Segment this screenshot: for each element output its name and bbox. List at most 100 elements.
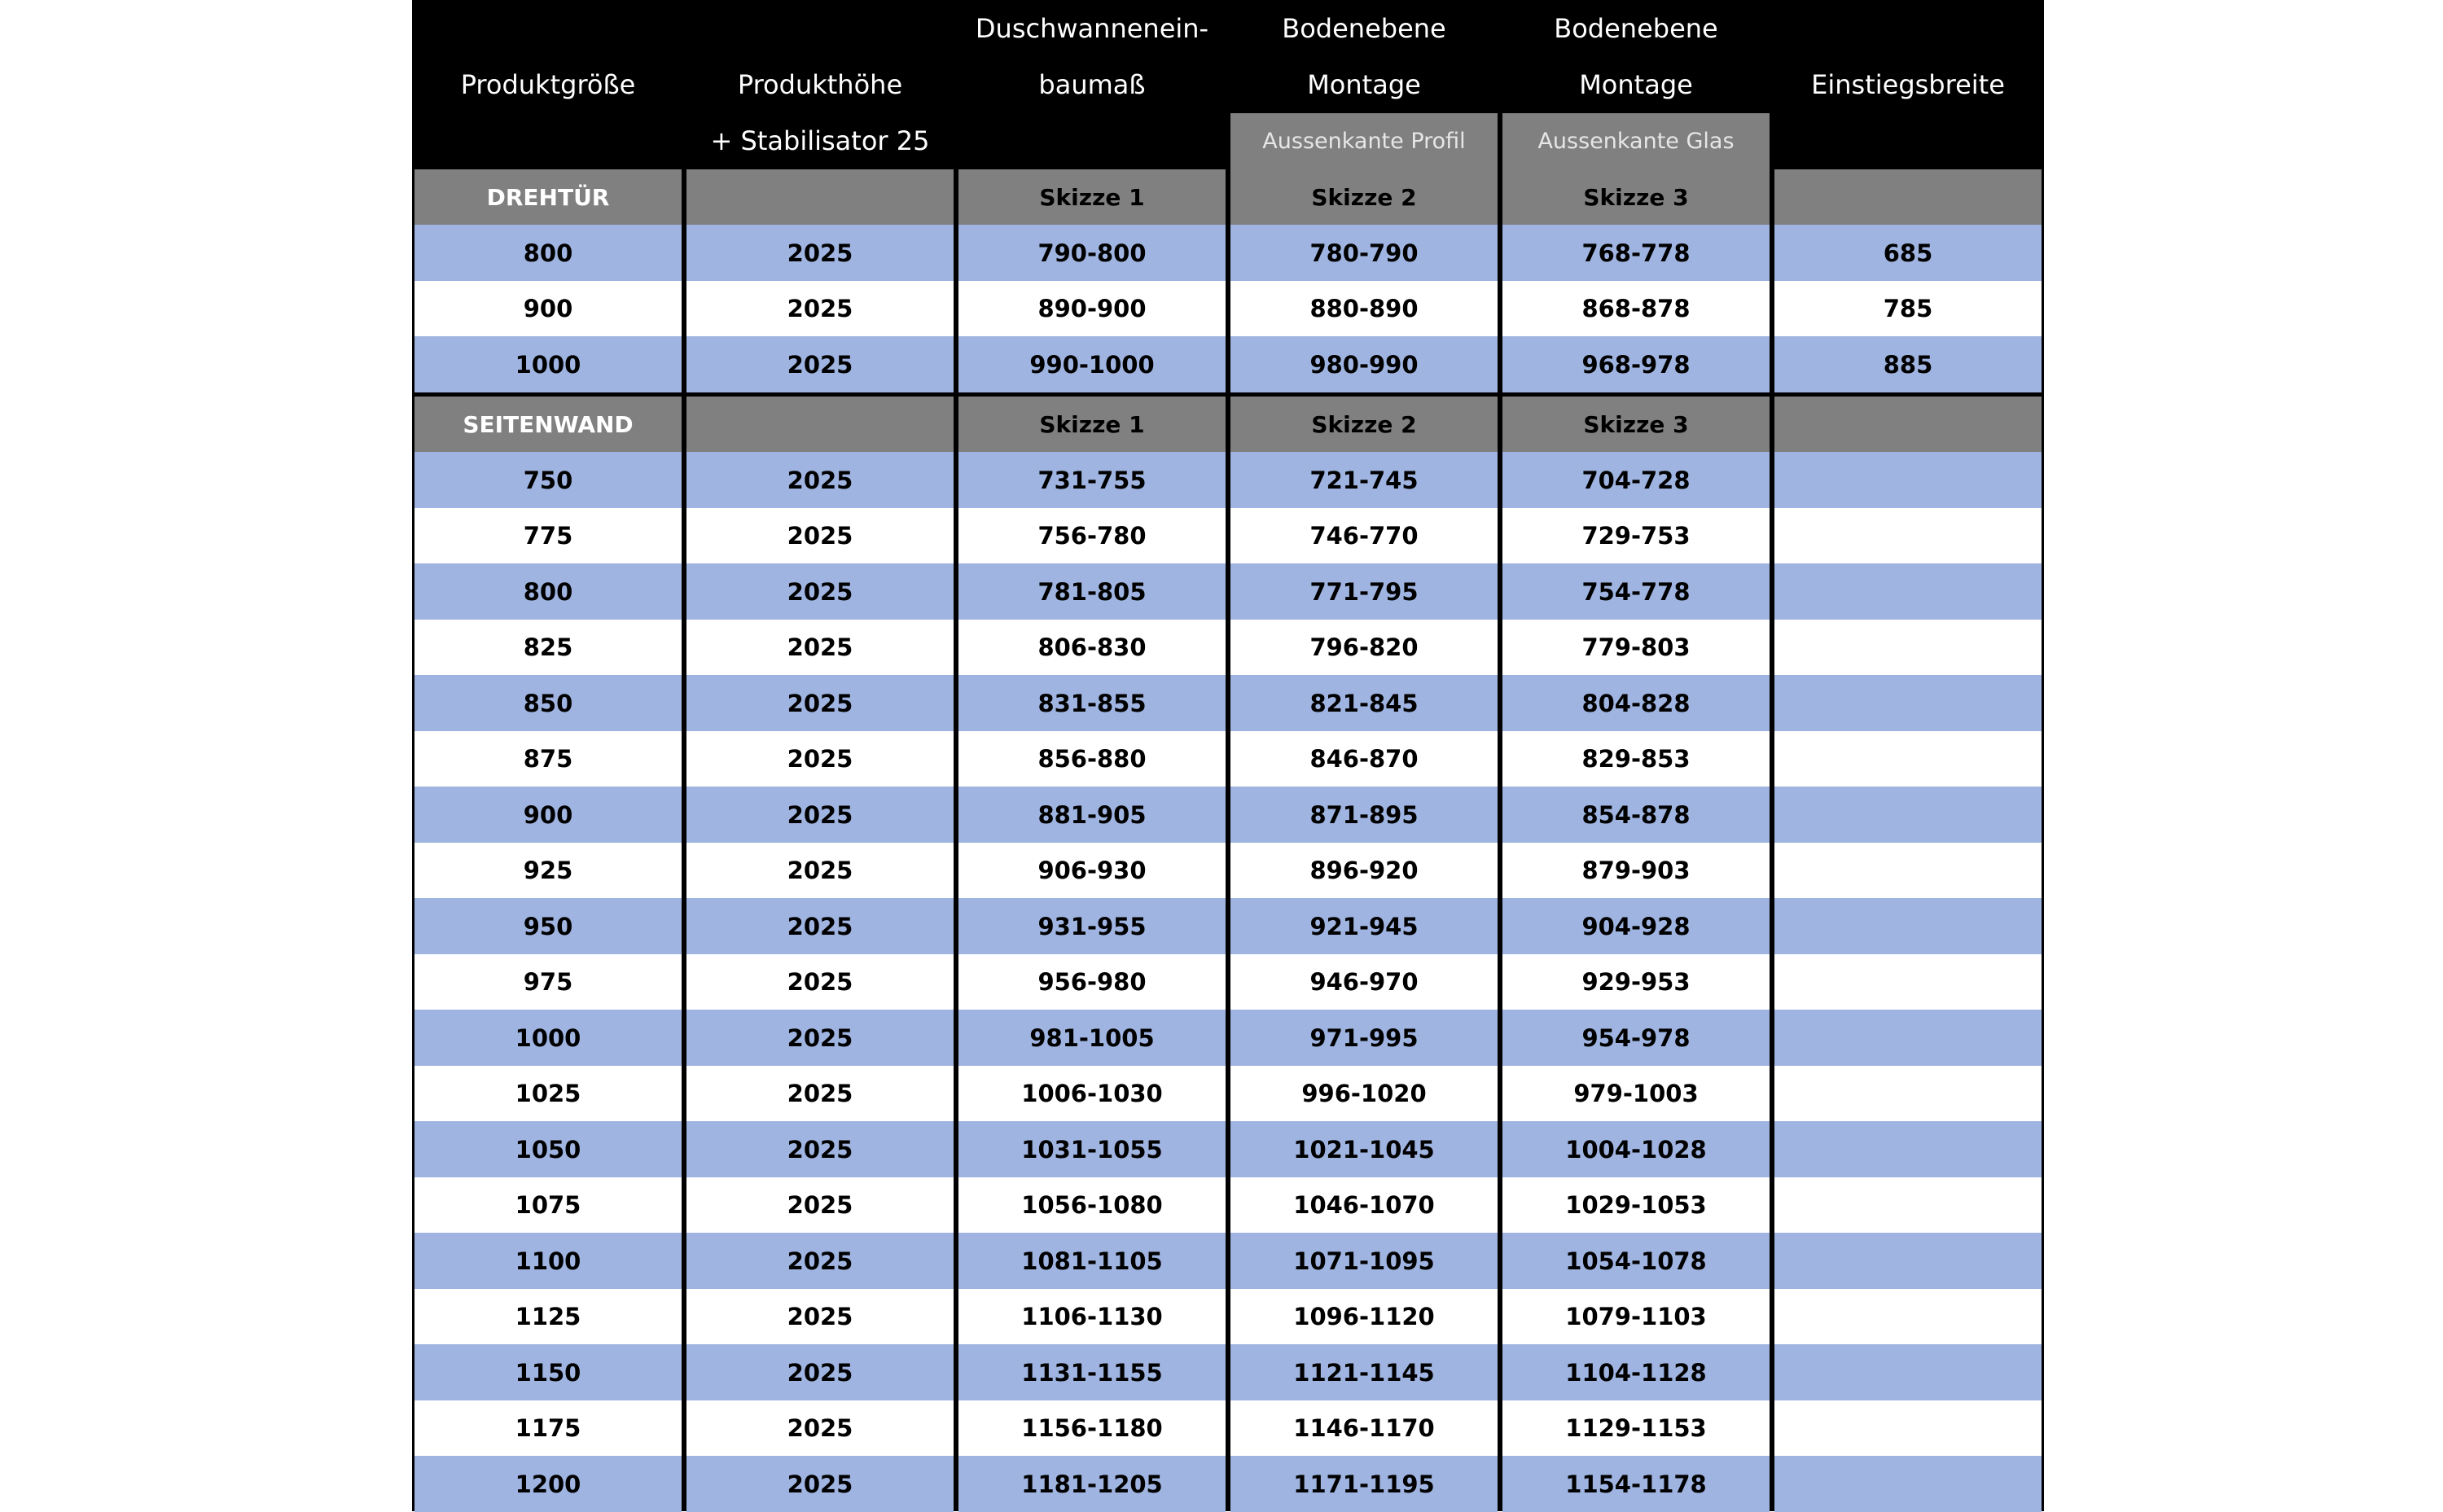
data-cell — [1774, 1288, 2042, 1345]
data-cell: 1100 — [414, 1233, 682, 1289]
data-cell — [1774, 1010, 2042, 1066]
data-cell: 1146-1170 — [1230, 1400, 1498, 1457]
data-cell: 781-805 — [958, 563, 1226, 620]
data-cell: 1006-1030 — [958, 1065, 1226, 1122]
header-text: Montage — [1307, 68, 1421, 100]
data-cell: 731-755 — [958, 452, 1226, 508]
data-cell: 1150 — [414, 1344, 682, 1400]
header-text: Bodenebene — [1282, 12, 1446, 44]
data-cell: 931-955 — [958, 898, 1226, 954]
data-cell: 1156-1180 — [958, 1400, 1226, 1457]
section-heading-cell: Skizze 1 — [958, 169, 1226, 226]
data-cell — [1774, 1344, 2042, 1400]
data-cell — [1774, 619, 2042, 676]
data-cell — [1774, 563, 2042, 620]
data-cell — [1774, 730, 2042, 787]
data-cell: 1154-1178 — [1502, 1456, 1770, 1512]
header-text: baumaß — [1038, 68, 1146, 100]
data-cell: 1175 — [414, 1400, 682, 1457]
data-cell: 785 — [1774, 280, 2042, 337]
data-cell: 1046-1070 — [1230, 1177, 1498, 1234]
data-cell: 1121-1145 — [1230, 1344, 1498, 1400]
section-heading-cell — [1774, 169, 2042, 226]
data-cell: 1050 — [414, 1121, 682, 1177]
data-cell: 721-745 — [1230, 452, 1498, 508]
data-cell: 825 — [414, 619, 682, 676]
data-cell: 779-803 — [1502, 619, 1770, 676]
header-text: Bodenebene — [1554, 12, 1718, 44]
data-cell: 2025 — [686, 842, 954, 899]
data-cell: 2025 — [686, 280, 954, 337]
data-cell: 885 — [1774, 336, 2042, 392]
section-heading-cell: SEITENWAND — [414, 396, 682, 453]
section-heading-cell: Skizze 2 — [1230, 169, 1498, 226]
header-subcell: Aussenkante Glas — [1502, 112, 1770, 169]
section-heading-cell: Skizze 1 — [958, 396, 1226, 453]
data-cell: 2025 — [686, 225, 954, 281]
data-cell: 875 — [414, 730, 682, 787]
data-cell: 800 — [414, 225, 682, 281]
data-cell: 780-790 — [1230, 225, 1498, 281]
data-cell: 806-830 — [958, 619, 1226, 676]
section-heading-cell: Skizze 3 — [1502, 169, 1770, 226]
data-cell: 1131-1155 — [958, 1344, 1226, 1400]
data-cell: 1029-1053 — [1502, 1177, 1770, 1234]
data-cell: 854-878 — [1502, 787, 1770, 843]
data-cell — [1774, 675, 2042, 731]
data-cell: 890-900 — [958, 280, 1226, 337]
header-text: Produktgröße — [460, 68, 636, 100]
data-cell: 756-780 — [958, 507, 1226, 564]
data-cell: 850 — [414, 675, 682, 731]
data-cell: 2025 — [686, 730, 954, 787]
data-cell: 990-1000 — [958, 336, 1226, 392]
data-cell — [1774, 1177, 2042, 1234]
data-cell: 1104-1128 — [1502, 1344, 1770, 1400]
data-cell: 2025 — [686, 787, 954, 843]
data-cell: 1075 — [414, 1177, 682, 1234]
data-cell: 831-855 — [958, 675, 1226, 731]
header-text: Produkthöhe — [737, 68, 903, 100]
data-cell: 925 — [414, 842, 682, 899]
data-cell: 1021-1045 — [1230, 1121, 1498, 1177]
data-cell: 796-820 — [1230, 619, 1498, 676]
data-cell: 954-978 — [1502, 1010, 1770, 1066]
data-cell: 1031-1055 — [958, 1121, 1226, 1177]
data-cell: 2025 — [686, 953, 954, 1010]
data-cell: 2025 — [686, 898, 954, 954]
data-cell: 929-953 — [1502, 953, 1770, 1010]
data-cell: 1025 — [414, 1065, 682, 1122]
data-cell: 2025 — [686, 1065, 954, 1122]
data-cell — [1774, 898, 2042, 954]
data-cell: 704-728 — [1502, 452, 1770, 508]
data-cell: 971-995 — [1230, 1010, 1498, 1066]
data-cell: 685 — [1774, 225, 2042, 281]
data-cell: 900 — [414, 787, 682, 843]
data-cell — [1774, 1065, 2042, 1122]
data-cell: 1171-1195 — [1230, 1456, 1498, 1512]
data-cell: 856-880 — [958, 730, 1226, 787]
data-cell: 2025 — [686, 1121, 954, 1177]
data-cell: 880-890 — [1230, 280, 1498, 337]
data-cell: 1000 — [414, 336, 682, 392]
data-cell: 2025 — [686, 507, 954, 564]
data-cell — [1774, 1233, 2042, 1289]
data-cell: 775 — [414, 507, 682, 564]
data-cell — [1774, 1456, 2042, 1512]
data-cell: 1106-1130 — [958, 1288, 1226, 1345]
data-cell: 2025 — [686, 1010, 954, 1066]
data-cell: 1004-1028 — [1502, 1121, 1770, 1177]
data-cell: 879-903 — [1502, 842, 1770, 899]
header-subcell: Aussenkante Profil — [1230, 112, 1498, 169]
header-text: Duschwannenein- — [975, 12, 1209, 44]
data-cell: 800 — [414, 563, 682, 620]
data-cell: 881-905 — [958, 787, 1226, 843]
data-cell — [1774, 452, 2042, 508]
data-cell: 746-770 — [1230, 507, 1498, 564]
data-cell: 768-778 — [1502, 225, 1770, 281]
data-cell: 868-878 — [1502, 280, 1770, 337]
data-cell: 1071-1095 — [1230, 1233, 1498, 1289]
data-cell — [1774, 787, 2042, 843]
data-cell: 2025 — [686, 563, 954, 620]
data-cell: 906-930 — [958, 842, 1226, 899]
data-cell: 896-920 — [1230, 842, 1498, 899]
